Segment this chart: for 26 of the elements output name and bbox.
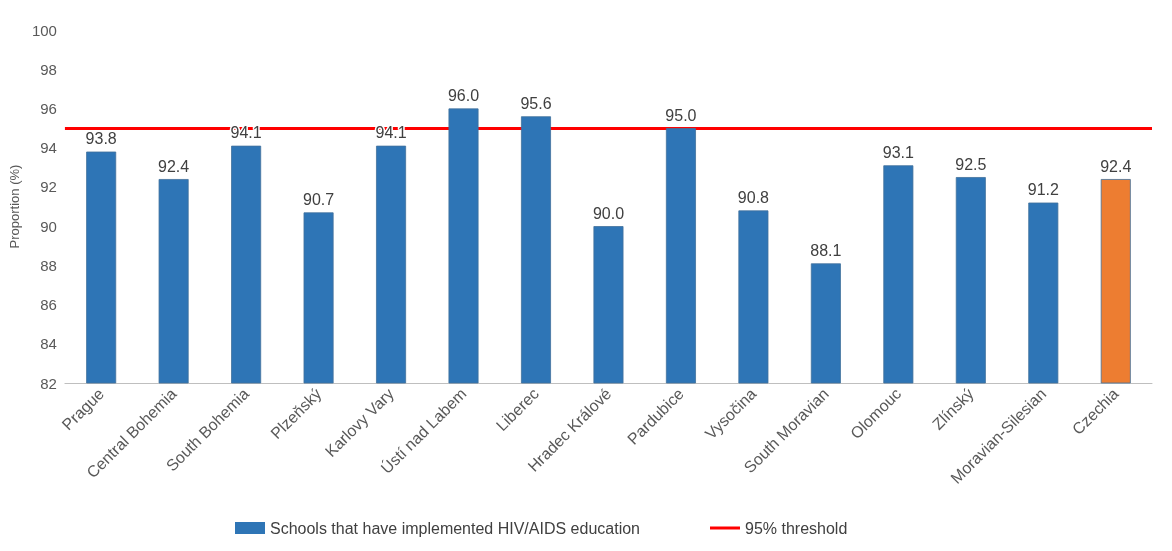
y-tick-label: 100 bbox=[31, 21, 57, 39]
data-label: 93.1 bbox=[882, 143, 915, 161]
y-axis-title: Proportion (%) bbox=[7, 164, 22, 249]
data-label: 95.0 bbox=[665, 106, 697, 124]
y-tick-label: 86 bbox=[40, 296, 57, 314]
data-label: 90.8 bbox=[737, 188, 770, 206]
y-tick-label: 88 bbox=[40, 256, 57, 274]
y-tick-label: 82 bbox=[40, 374, 57, 392]
y-tick-label: 84 bbox=[40, 335, 57, 353]
data-label: 96.0 bbox=[447, 86, 480, 104]
data-label: 92.4 bbox=[1100, 157, 1132, 175]
data-label: 92.5 bbox=[955, 155, 987, 173]
data-label: 90.0 bbox=[592, 204, 625, 222]
y-tick-label: 98 bbox=[40, 60, 57, 78]
data-label: 92.4 bbox=[158, 157, 190, 175]
y-tick-label: 94 bbox=[40, 139, 57, 157]
y-tick-label: 92 bbox=[40, 178, 57, 196]
data-label: 93.8 bbox=[85, 130, 117, 148]
data-label: 91.2 bbox=[1027, 181, 1059, 199]
y-tick-label: 90 bbox=[40, 217, 57, 235]
legend-label: Schools that have implemented HIV/AIDS education bbox=[270, 519, 640, 537]
y-tick-label: 96 bbox=[40, 99, 57, 117]
data-label: 90.7 bbox=[303, 190, 335, 208]
data-label: 88.1 bbox=[810, 241, 842, 259]
legend-label: 95% threshold bbox=[744, 519, 848, 537]
data-label: 95.6 bbox=[520, 94, 552, 112]
